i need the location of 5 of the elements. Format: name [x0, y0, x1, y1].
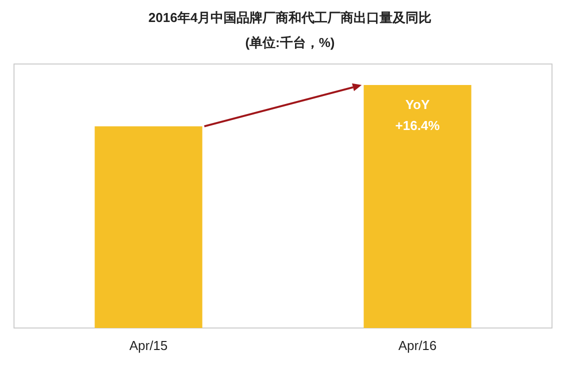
chart-title: 2016年4月中国品牌厂商和代工厂商出口量及同比: [148, 10, 432, 25]
annotation: YoY +16.4%: [395, 97, 440, 133]
chart-subtitle: (单位:千台，%): [245, 35, 335, 50]
x-tick-label: Apr/15: [129, 338, 168, 353]
x-tick-label: Apr/16: [398, 338, 437, 353]
